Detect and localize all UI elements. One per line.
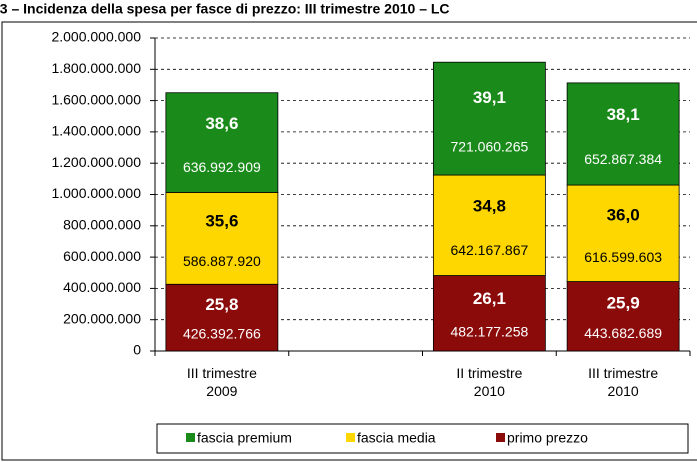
legend-label: fascia premium xyxy=(197,430,292,446)
legend-swatch xyxy=(186,433,195,442)
y-tick-label: 2.000.000.000 xyxy=(51,29,141,45)
share-label: 38,1 xyxy=(607,105,640,124)
bar-segment xyxy=(566,82,680,186)
bar-segment xyxy=(566,184,680,282)
x-tick-label: III trimestre 2010 xyxy=(588,365,658,399)
chart-title: 13 – Incidenza della spesa per fasce di … xyxy=(0,1,450,17)
share-label: 36,0 xyxy=(607,205,640,224)
share-label: 38,6 xyxy=(205,114,238,133)
y-tick-label: 1.800.000.000 xyxy=(51,60,141,76)
y-tick-label: 600.000.000 xyxy=(63,248,141,264)
value-label: 616.599.603 xyxy=(584,249,662,265)
legend-label: primo prezzo xyxy=(507,430,588,446)
y-tick-label: 800.000.000 xyxy=(63,217,141,233)
bar-segment xyxy=(432,61,546,176)
legend-swatch xyxy=(346,433,355,442)
y-tick-label: 1.600.000.000 xyxy=(51,91,141,107)
legend-swatch xyxy=(496,433,505,442)
y-tick-label: 1.000.000.000 xyxy=(51,185,141,201)
share-label: 26,1 xyxy=(473,289,506,308)
bar-segment xyxy=(165,92,279,193)
share-label: 34,8 xyxy=(473,197,506,216)
value-label: 586.887.920 xyxy=(183,253,261,269)
value-label: 482.177.258 xyxy=(450,324,528,340)
x-tick-label: III trimestre 2009 xyxy=(187,365,257,399)
x-tick-label: II trimestre 2010 xyxy=(456,365,522,399)
bar-segment xyxy=(566,281,680,352)
share-label: 25,8 xyxy=(205,295,238,314)
y-tick-label: 1.400.000.000 xyxy=(51,123,141,139)
bar-segment xyxy=(165,283,279,352)
value-label: 443.682.689 xyxy=(584,325,662,341)
value-label: 642.167.867 xyxy=(450,242,528,258)
bar-segment xyxy=(165,192,279,285)
y-tick-label: 200.000.000 xyxy=(63,310,141,326)
y-tick-label: 400.000.000 xyxy=(63,279,141,295)
value-label: 721.060.265 xyxy=(450,139,528,155)
y-tick-label: 0 xyxy=(133,342,141,358)
value-label: 652.867.384 xyxy=(584,151,662,167)
share-label: 25,9 xyxy=(607,293,640,312)
bar-segment xyxy=(432,174,546,276)
y-tick-label: 1.200.000.000 xyxy=(51,154,141,170)
share-label: 35,6 xyxy=(205,211,238,230)
value-label: 636.992.909 xyxy=(183,159,261,175)
legend-box xyxy=(156,423,689,454)
value-label: 426.392.766 xyxy=(183,326,261,342)
share-label: 39,1 xyxy=(473,88,506,107)
legend-label: fascia media xyxy=(357,430,436,446)
bar-segment xyxy=(432,275,546,352)
